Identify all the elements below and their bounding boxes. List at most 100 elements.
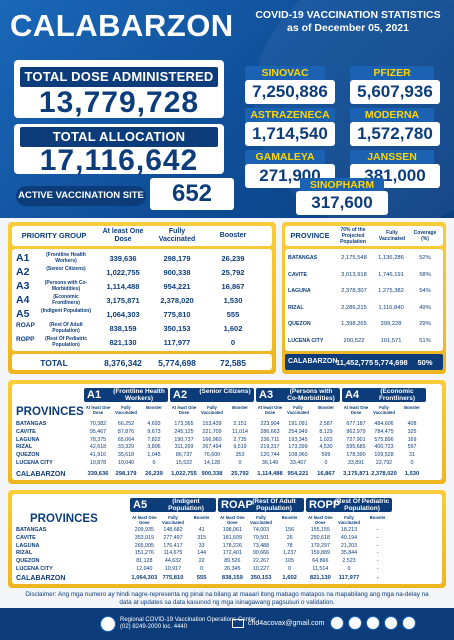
grid-cell: 105 xyxy=(285,558,295,565)
total-cell: 775,810 xyxy=(162,575,184,581)
total-cell: 1,022,755 xyxy=(171,471,197,477)
province-row-name: LUCENA CITY xyxy=(16,460,53,466)
grid-cell: 0 xyxy=(200,566,204,572)
priority-row-desc: (Indigent Population) xyxy=(41,308,91,314)
group-code: A5 xyxy=(133,499,148,511)
grid-cell: 7,822 xyxy=(147,436,161,443)
priority-row-fully: 775,810 xyxy=(163,310,191,319)
grid-cell: 223,904 xyxy=(260,421,280,427)
province-row-coverage: 51% xyxy=(419,337,431,344)
vaccine-label-sinopharm: SINOPHARM xyxy=(300,178,384,192)
grid-cell: - xyxy=(376,558,379,565)
grid-cell: 254,949 xyxy=(288,428,308,435)
disclaimer: Disclaimer: Ang mga numero ay hindi nagr… xyxy=(0,591,454,607)
sub-header: Fully Vaccinated xyxy=(201,405,223,415)
sub-header: At least One Dose xyxy=(132,515,157,525)
grid-cell: 193,345 xyxy=(288,436,308,443)
total-row-name: CALABARZON xyxy=(16,575,66,582)
province-row-fully: 1,136,286 xyxy=(378,255,404,261)
grid-cell: 597 xyxy=(407,444,417,451)
total-allocation-label: TOTAL ALLOCATION xyxy=(20,127,218,147)
priority-row-dose1: 1,064,303 xyxy=(106,310,140,319)
grid-cell: 31 xyxy=(409,452,415,459)
grid-cell: 66,252 xyxy=(117,421,135,427)
grid-cell: 2,523 xyxy=(342,558,356,565)
group-code: ROAP xyxy=(221,499,253,511)
grid-cell: 727,901 xyxy=(346,436,366,443)
grid-cell: 40,194 xyxy=(340,534,358,541)
grid-cell: 18,213 xyxy=(340,527,358,533)
grid-cell: 65,064 xyxy=(117,436,135,443)
total-cell: 339,636 xyxy=(87,471,109,477)
grid-cell: 86,737 xyxy=(175,452,193,459)
total-cell: 1,064,303 xyxy=(131,575,158,581)
province-row-name: LUCENA CITY xyxy=(288,337,324,344)
priority-row-dose1: 1,114,488 xyxy=(106,282,140,291)
priority-row-desc: (Economic Frontliners) xyxy=(52,294,80,306)
grid-cell: 2,151 xyxy=(233,421,247,427)
grid-cell: 10,917 xyxy=(164,566,182,572)
grid-cell: 44,632 xyxy=(164,558,182,565)
grid-cell: 484,606 xyxy=(374,421,394,427)
grid-cell: 236,711 xyxy=(260,436,280,443)
group-code: ROPP xyxy=(309,499,341,511)
province-row-name: CAVITE xyxy=(16,428,36,435)
priority-row-booster: 0 xyxy=(230,338,236,347)
priority-row-code: A3 xyxy=(16,280,30,292)
vaccine-value-pfizer: 5,607,936 xyxy=(350,80,440,104)
grid-cell: 4,530 xyxy=(319,444,333,451)
province-row-fully: 101,571 xyxy=(380,337,402,344)
vaccine-value-sinopharm: 317,600 xyxy=(296,191,388,215)
priority-col-group: PRIORITY GROUP xyxy=(21,231,87,240)
province-total-row xyxy=(285,354,443,370)
vaccine-label-pfizer: PFIZER xyxy=(350,66,434,80)
grid-cell: 151,276 xyxy=(134,550,154,557)
grid-cell: 219,317 xyxy=(260,444,280,451)
grid-cell: 784,475 xyxy=(374,428,394,435)
disclaimer-line1: Disclaimer: Ang mga numero ay hindi nagr… xyxy=(25,591,429,598)
grid-cell: 33,329 xyxy=(117,444,135,451)
vaccine-label-moderna: MODERNA xyxy=(350,108,434,122)
total-cell: 838,159 xyxy=(221,575,243,581)
grid-cell: 120,744 xyxy=(260,452,280,459)
grid-cell: 325 xyxy=(407,428,417,435)
province-row-coverage: 52% xyxy=(419,255,431,261)
province-row-name: LUCENA CITY xyxy=(16,566,53,572)
province-row-name: BATANGAS xyxy=(288,255,318,261)
sub-header: Fully Vaccinated xyxy=(338,515,360,525)
grid-cell: 575,896 xyxy=(374,436,394,443)
grid-cell: 78,375 xyxy=(89,436,107,443)
priority-row-fully: 2,378,020 xyxy=(160,296,194,305)
total-row-name: CALABARZON xyxy=(16,471,66,478)
province-row-name: QUEZON xyxy=(288,321,311,327)
grid-cell: 1,045 xyxy=(147,452,161,459)
grid-cell: 10,040 xyxy=(117,460,135,466)
province-row-fully: 1,116,840 xyxy=(378,304,404,311)
grid-cell: 0 xyxy=(324,460,328,466)
group-name: (Economic Frontliners) xyxy=(378,388,416,402)
group-header-box xyxy=(170,388,254,402)
province-row-projected: 2,378,307 xyxy=(341,288,367,294)
grid-cell: 9,673 xyxy=(147,428,161,435)
vaccine-value-astrazeneca: 1,714,540 xyxy=(245,122,335,146)
province-row-name: LAGUNA xyxy=(288,288,311,294)
contact-email[interactable]: chd4acovax@gmail.com xyxy=(248,620,325,627)
grid-cell: 2,735 xyxy=(233,436,247,443)
priority-row-desc: (Rest Of Pediatric Population) xyxy=(45,336,87,348)
vaccine-logo xyxy=(348,616,362,630)
priority-total-dose1: 8,376,342 xyxy=(104,358,142,368)
grid-cell: 190,737 xyxy=(174,436,194,443)
grid-cell: 8,129 xyxy=(319,428,333,435)
province-row-name: BATANGAS xyxy=(16,527,47,533)
grid-cell: - xyxy=(376,542,379,549)
province-row-coverage: 54% xyxy=(419,288,431,294)
grid-cell: 277,497 xyxy=(163,534,183,541)
priority-row-code: A2 xyxy=(16,266,30,278)
report-title-line1: COVID-19 VACCINATION STATISTICS xyxy=(255,9,441,21)
province-row-coverage: 29% xyxy=(419,321,431,327)
sub-header: At least One Dose xyxy=(85,405,111,415)
total-cell: 1,602 xyxy=(282,575,297,581)
grid-cell: 315 xyxy=(197,534,207,541)
grid-cell: 87,876 xyxy=(117,428,135,435)
grid-cell: 0 xyxy=(288,566,292,572)
